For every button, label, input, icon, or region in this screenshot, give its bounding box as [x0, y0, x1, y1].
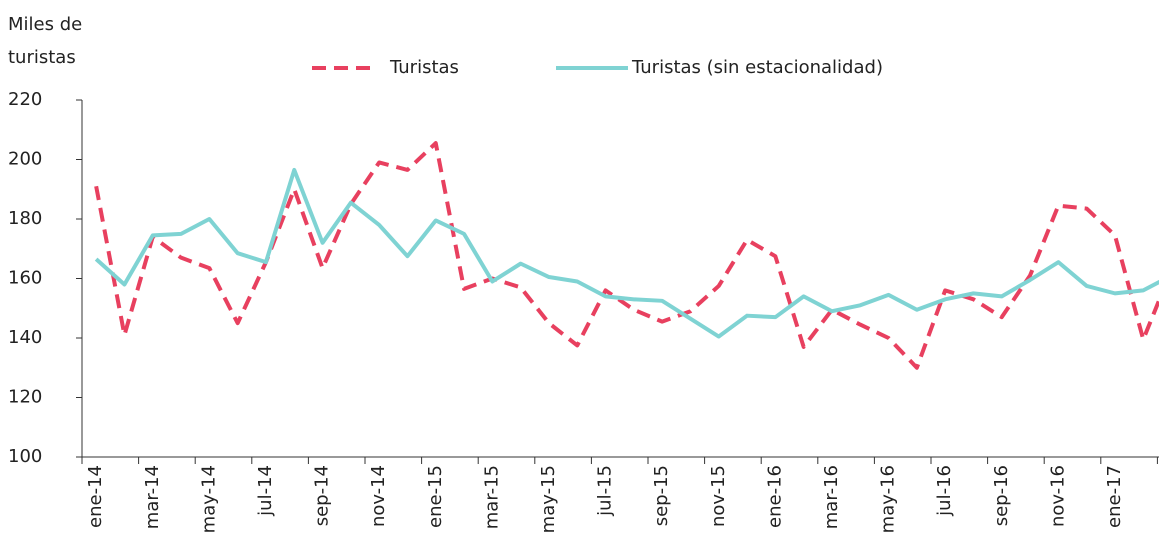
legend-label: Turistas (sin estacionalidad) [631, 57, 883, 78]
y-tick-label: 220 [8, 89, 42, 110]
x-tick-label: ene-14 [85, 465, 106, 528]
y-tick-label: 160 [8, 268, 42, 289]
y-tick-label: 120 [8, 387, 42, 408]
series-line [94, 141, 1159, 370]
y-tick-label: 180 [8, 208, 42, 229]
x-tick-label: ene-16 [764, 465, 785, 528]
x-tick-label: sep-14 [312, 465, 333, 526]
x-tick-label: may-14 [198, 465, 219, 533]
y-axis-label: turistas [8, 47, 76, 68]
x-tick-label: ene-17 [1104, 465, 1125, 528]
x-tick-label: jul-16 [934, 465, 955, 517]
x-tick-label: nov-14 [368, 465, 389, 527]
x-tick-label: sep-16 [991, 465, 1012, 526]
legend-label: Turistas [389, 57, 459, 78]
x-tick-label: nov-15 [708, 465, 729, 527]
x-tick-label: may-15 [538, 465, 559, 533]
y-axis-label: Miles de [8, 14, 82, 35]
x-tick-label: mar-15 [481, 465, 502, 529]
y-tick-label: 100 [8, 446, 42, 467]
x-tick-label: sep-15 [651, 465, 672, 526]
x-tick-label: jul-14 [255, 465, 276, 517]
x-tick-label: mar-14 [142, 465, 163, 529]
y-tick-label: 200 [8, 149, 42, 170]
x-tick-label: nov-16 [1047, 465, 1068, 527]
x-tick-label: mar-16 [821, 465, 842, 529]
x-tick-label: ene-15 [425, 465, 446, 528]
x-tick-label: jul-15 [595, 465, 616, 517]
series-line [94, 167, 1159, 339]
y-tick-label: 140 [8, 327, 42, 348]
x-tick-label: may-16 [878, 465, 899, 533]
